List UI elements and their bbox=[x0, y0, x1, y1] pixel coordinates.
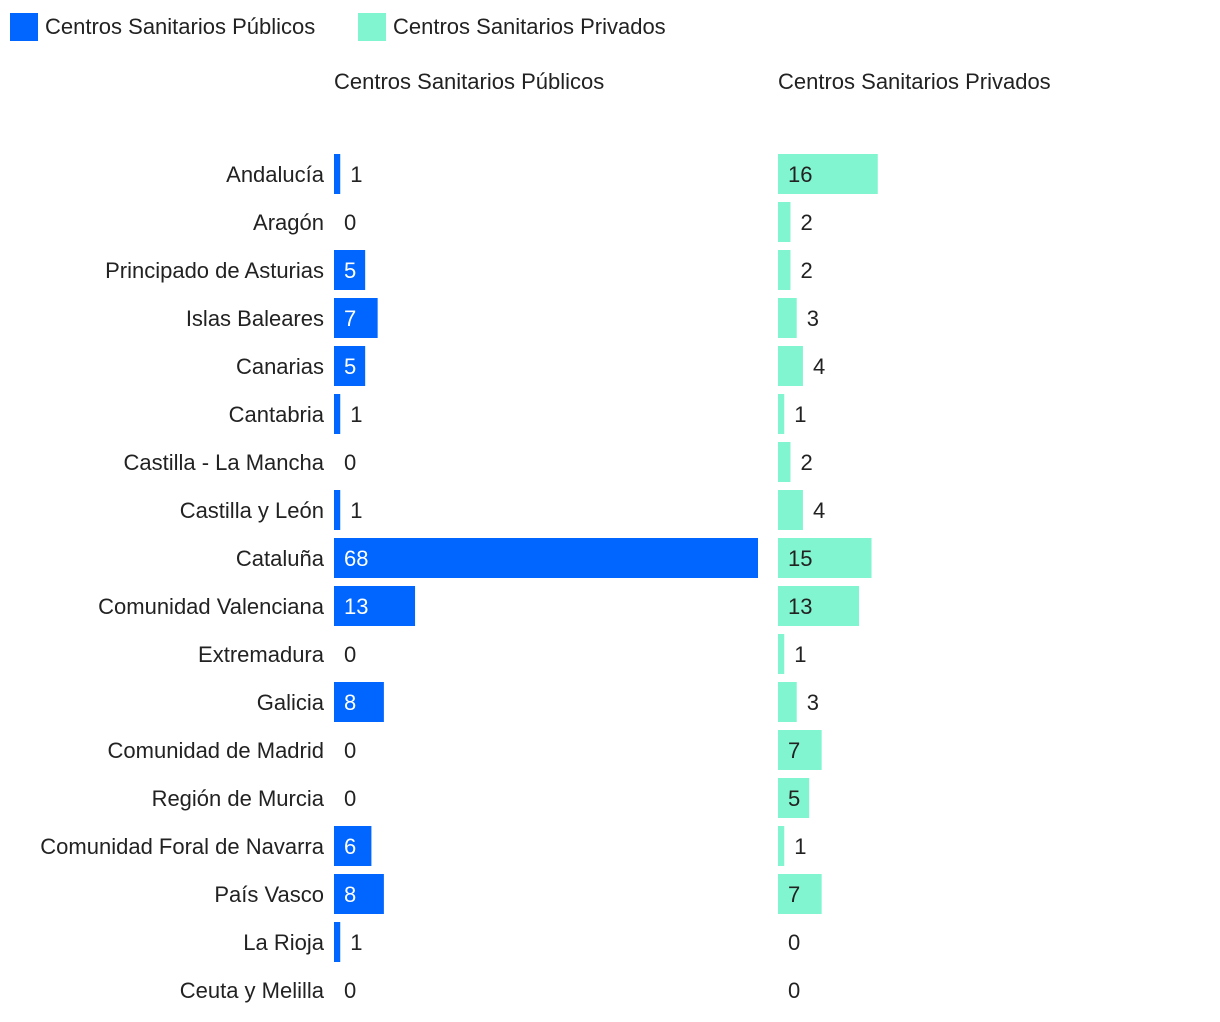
bar-publicos bbox=[334, 682, 384, 722]
bar-privados bbox=[778, 538, 872, 578]
category-label: Castilla - La Mancha bbox=[123, 450, 324, 475]
bar-publicos bbox=[334, 490, 341, 530]
value-label-privados: 15 bbox=[788, 546, 812, 571]
value-label-privados: 2 bbox=[800, 258, 812, 283]
bar-privados bbox=[778, 634, 785, 674]
category-label: Galicia bbox=[257, 690, 325, 715]
value-label-publicos: 0 bbox=[344, 210, 356, 235]
panel-title-publicos: Centros Sanitarios Públicos bbox=[334, 69, 604, 94]
category-label: Canarias bbox=[236, 354, 324, 379]
value-label-privados: 0 bbox=[788, 978, 800, 1003]
bar-privados bbox=[778, 250, 791, 290]
value-label-publicos: 5 bbox=[344, 258, 356, 283]
bar-privados bbox=[778, 394, 785, 434]
value-label-privados: 0 bbox=[788, 930, 800, 955]
bar-privados bbox=[778, 298, 797, 338]
category-label: País Vasco bbox=[214, 882, 324, 907]
value-label-privados: 7 bbox=[788, 882, 800, 907]
value-label-publicos: 7 bbox=[344, 306, 356, 331]
bar-publicos bbox=[334, 250, 366, 290]
value-label-publicos: 5 bbox=[344, 354, 356, 379]
category-label: Cataluña bbox=[236, 546, 325, 571]
value-label-publicos: 8 bbox=[344, 690, 356, 715]
bar-privados bbox=[778, 874, 822, 914]
value-label-publicos: 1 bbox=[350, 498, 362, 523]
category-label: Andalucía bbox=[226, 162, 325, 187]
bar-publicos bbox=[334, 922, 341, 962]
bar-privados bbox=[778, 346, 803, 386]
category-label: Islas Baleares bbox=[186, 306, 324, 331]
bar-privados bbox=[778, 202, 791, 242]
value-label-publicos: 0 bbox=[344, 978, 356, 1003]
value-label-privados: 5 bbox=[788, 786, 800, 811]
bar-privados bbox=[778, 826, 785, 866]
category-label: Región de Murcia bbox=[152, 786, 325, 811]
category-label: Comunidad de Madrid bbox=[108, 738, 324, 763]
bar-publicos bbox=[334, 394, 341, 434]
legend-swatch-privados bbox=[358, 13, 386, 41]
bar-privados bbox=[778, 682, 797, 722]
legend-label-privados: Centros Sanitarios Privados bbox=[393, 14, 666, 39]
value-label-privados: 13 bbox=[788, 594, 812, 619]
value-label-privados: 7 bbox=[788, 738, 800, 763]
bar-privados bbox=[778, 490, 803, 530]
value-label-publicos: 1 bbox=[350, 930, 362, 955]
bar-privados bbox=[778, 586, 860, 626]
bar-publicos bbox=[334, 154, 341, 194]
bar-privados bbox=[778, 778, 810, 818]
category-label: Aragón bbox=[253, 210, 324, 235]
value-label-privados: 3 bbox=[807, 690, 819, 715]
value-label-publicos: 0 bbox=[344, 642, 356, 667]
value-label-publicos: 0 bbox=[344, 738, 356, 763]
category-label: Ceuta y Melilla bbox=[180, 978, 325, 1003]
value-label-privados: 2 bbox=[800, 210, 812, 235]
category-label: La Rioja bbox=[243, 930, 324, 955]
value-label-privados: 1 bbox=[794, 402, 806, 427]
bar-privados bbox=[778, 442, 791, 482]
value-label-publicos: 13 bbox=[344, 594, 368, 619]
category-label: Extremadura bbox=[198, 642, 325, 667]
category-label: Cantabria bbox=[229, 402, 325, 427]
value-label-privados: 16 bbox=[788, 162, 812, 187]
bar-publicos bbox=[334, 826, 372, 866]
value-label-publicos: 68 bbox=[344, 546, 368, 571]
bar-publicos bbox=[334, 538, 758, 578]
bar-publicos bbox=[334, 346, 366, 386]
category-label: Principado de Asturias bbox=[105, 258, 324, 283]
category-label: Comunidad Valenciana bbox=[98, 594, 325, 619]
category-label: Comunidad Foral de Navarra bbox=[40, 834, 324, 859]
value-label-privados: 4 bbox=[813, 354, 825, 379]
bar-publicos bbox=[334, 298, 378, 338]
value-label-privados: 4 bbox=[813, 498, 825, 523]
value-label-publicos: 1 bbox=[350, 162, 362, 187]
value-label-privados: 3 bbox=[807, 306, 819, 331]
bar-privados bbox=[778, 730, 822, 770]
legend-swatch-publicos bbox=[10, 13, 38, 41]
value-label-publicos: 1 bbox=[350, 402, 362, 427]
value-label-publicos: 0 bbox=[344, 786, 356, 811]
legend-label-publicos: Centros Sanitarios Públicos bbox=[45, 14, 315, 39]
value-label-publicos: 6 bbox=[344, 834, 356, 859]
value-label-privados: 1 bbox=[794, 834, 806, 859]
value-label-privados: 1 bbox=[794, 642, 806, 667]
bar-privados bbox=[778, 154, 878, 194]
bar-publicos bbox=[334, 586, 416, 626]
bar-publicos bbox=[334, 874, 384, 914]
value-label-publicos: 0 bbox=[344, 450, 356, 475]
value-label-privados: 2 bbox=[800, 450, 812, 475]
value-label-publicos: 8 bbox=[344, 882, 356, 907]
category-label: Castilla y León bbox=[180, 498, 324, 523]
panel-title-privados: Centros Sanitarios Privados bbox=[778, 69, 1051, 94]
